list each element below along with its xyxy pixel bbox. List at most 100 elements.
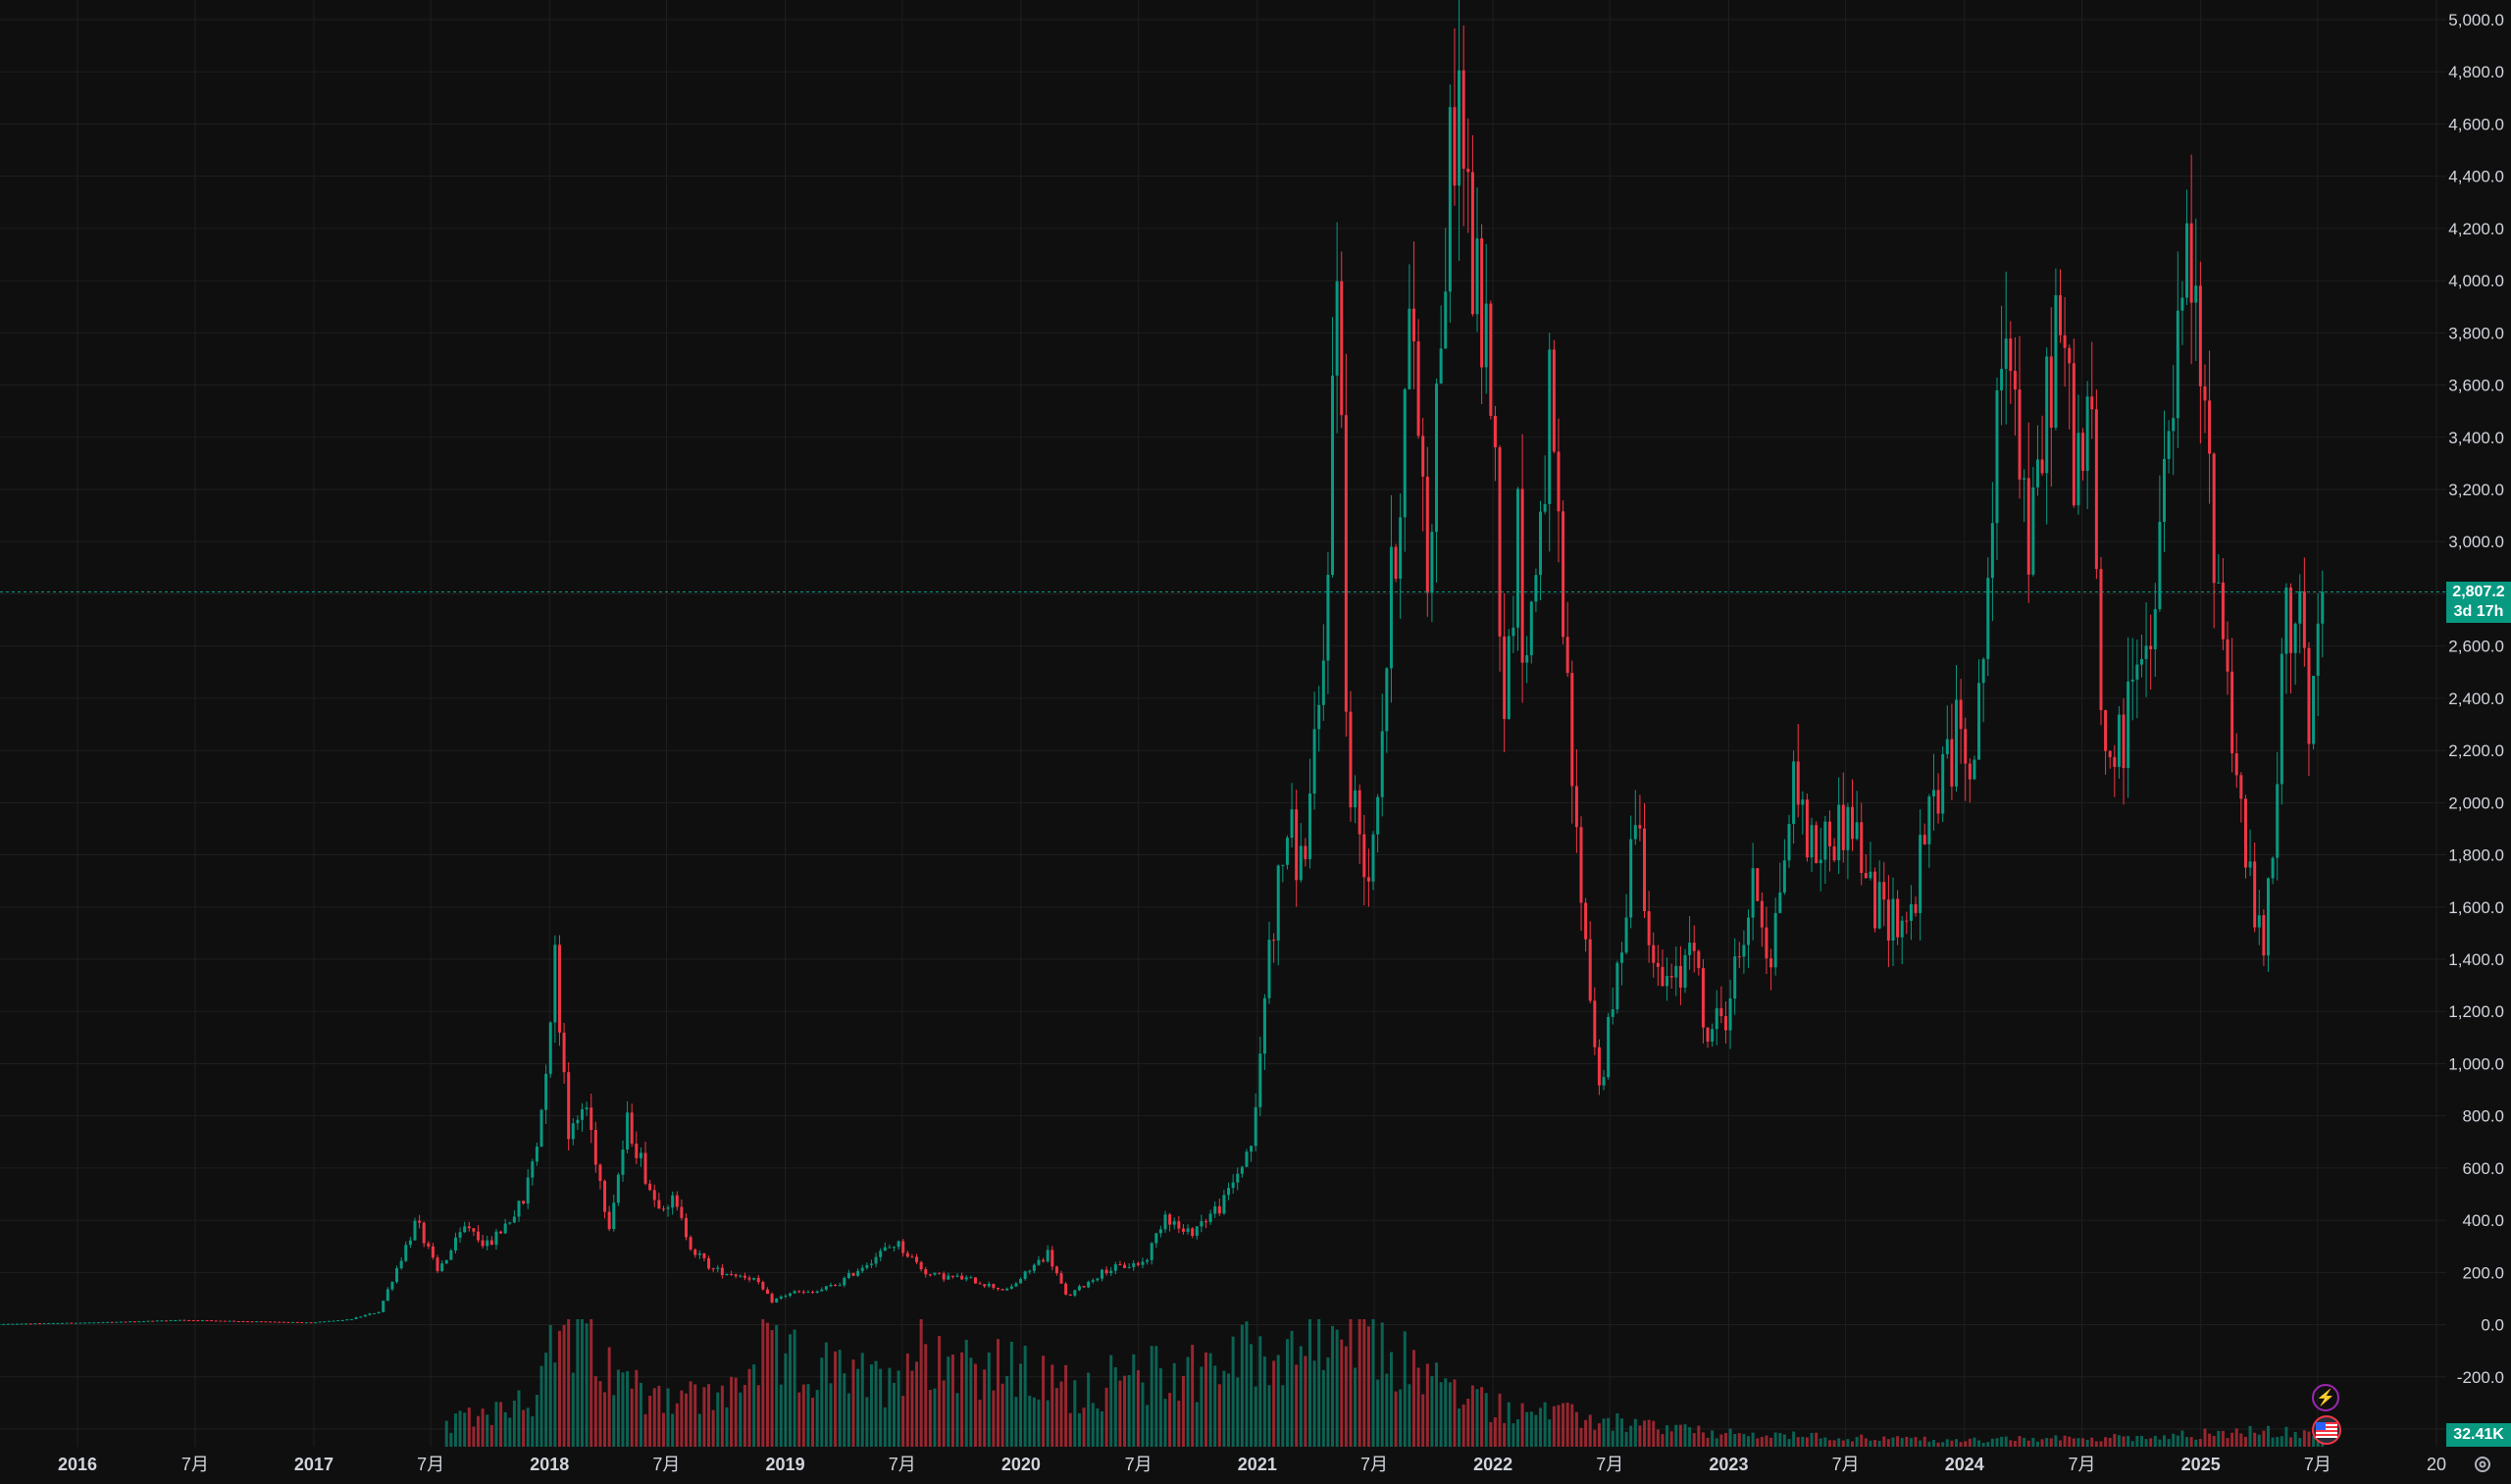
candle-body (893, 1247, 896, 1249)
volume-bar (1597, 1423, 1601, 1447)
candle-body (1231, 1182, 1235, 1189)
volume-bar (1525, 1411, 1529, 1447)
candle-body (820, 1289, 824, 1292)
volume-bar (1172, 1362, 1176, 1447)
candle-body (955, 1275, 959, 1277)
y-tick-label: 1,000.0 (2448, 1054, 2504, 1073)
candle-body (1760, 900, 1764, 928)
candle-body (1723, 1016, 1727, 1031)
volume-bar (1995, 1438, 1999, 1447)
volume-bar (1019, 1363, 1023, 1447)
candle-body (1186, 1228, 1190, 1232)
volume-bar (1181, 1375, 1185, 1447)
candle-body (2090, 396, 2094, 410)
volume-bar (1955, 1439, 1959, 1447)
x-tick-label: 2021 (1238, 1455, 1277, 1474)
candle-body (720, 1267, 724, 1276)
candle-body (1236, 1173, 1240, 1183)
volume-bar (2257, 1434, 2261, 1447)
lightning-icon[interactable]: ⚡ (2312, 1384, 2339, 1411)
volume-bar (1503, 1422, 1507, 1447)
candle-body (1742, 945, 1746, 957)
candle-body (110, 1321, 114, 1323)
candle-body (1711, 1029, 1715, 1042)
candle-body (680, 1206, 684, 1218)
candle-body (453, 1237, 457, 1251)
volume-bar (2230, 1432, 2234, 1447)
volume-bar (901, 1396, 905, 1447)
volume-bar (1900, 1438, 1904, 1447)
volume-bar (1515, 1419, 1519, 1447)
y-tick-label: 2,000.0 (2448, 793, 2504, 812)
candle-body (603, 1180, 607, 1212)
candle-body (340, 1319, 344, 1321)
candle-body (801, 1292, 805, 1294)
candle-body (1643, 828, 1647, 911)
candle-body (846, 1272, 850, 1278)
volume-bar (1136, 1370, 1140, 1447)
candle-body (1900, 920, 1904, 938)
candle-body (1014, 1283, 1018, 1287)
candle-body (2135, 664, 2139, 680)
volume-bar (1624, 1431, 1628, 1447)
volume-bar (2253, 1432, 2257, 1447)
y-tick-label: 1,400.0 (2448, 950, 2504, 969)
volume-bar (1656, 1429, 1660, 1447)
candle-body (137, 1321, 141, 1323)
candle-body (481, 1240, 485, 1247)
volume-bar (522, 1409, 526, 1447)
candle-body (657, 1200, 661, 1209)
volume-bar (1683, 1424, 1687, 1447)
settings-icon[interactable] (2472, 1454, 2493, 1475)
candle-body (512, 1216, 516, 1223)
volume-bar (1475, 1389, 1479, 1447)
candle-body (535, 1146, 538, 1162)
candle-body (593, 1130, 597, 1165)
volume-bar (947, 1356, 950, 1447)
volume-bar (739, 1392, 743, 1447)
candle-body (1276, 865, 1280, 941)
candle-body (1827, 821, 1831, 846)
volume-bar (1358, 1319, 1361, 1447)
volume-bar (1448, 1382, 1452, 1447)
volume-bar (897, 1370, 900, 1447)
candle-body (1068, 1294, 1072, 1296)
candle-body (2194, 285, 2198, 303)
volume-bar (1796, 1437, 1800, 1447)
volume-bar (860, 1353, 864, 1447)
volume-bar (1688, 1427, 1692, 1447)
candle-body (273, 1321, 277, 1323)
volume-bar (752, 1364, 756, 1447)
volume-bar (1254, 1386, 1257, 1447)
candle-body (323, 1321, 327, 1323)
candle-body (359, 1316, 363, 1318)
candle-body (327, 1320, 331, 1322)
candle-body (1389, 546, 1393, 669)
volume-bar (2149, 1438, 2153, 1447)
candle-body (1366, 877, 1370, 882)
volume-bar (756, 1385, 760, 1447)
volume-bar (820, 1357, 824, 1447)
candle-body (851, 1272, 855, 1276)
volume-bar (2085, 1439, 2089, 1447)
volume-bar (1593, 1429, 1597, 1447)
candle-body (1945, 739, 1949, 754)
candle-body (2185, 223, 2189, 298)
candle-body (2180, 297, 2184, 311)
candle-body (2000, 369, 2004, 391)
candle-body (661, 1208, 665, 1210)
candle-body (1602, 1077, 1606, 1086)
volume-bar (1113, 1367, 1117, 1447)
us-flag-icon[interactable] (2312, 1415, 2341, 1445)
candle-body (1756, 868, 1760, 901)
volume-bar (1945, 1439, 1949, 1447)
candle-body (1258, 1053, 1262, 1107)
volume-bar (697, 1413, 701, 1447)
candle-body (761, 1282, 765, 1290)
candle-body (390, 1281, 394, 1290)
volume-bar (1548, 1419, 1552, 1447)
volume-bar (964, 1339, 968, 1447)
candle-body (1444, 291, 1448, 349)
volume-bar (1326, 1357, 1330, 1447)
